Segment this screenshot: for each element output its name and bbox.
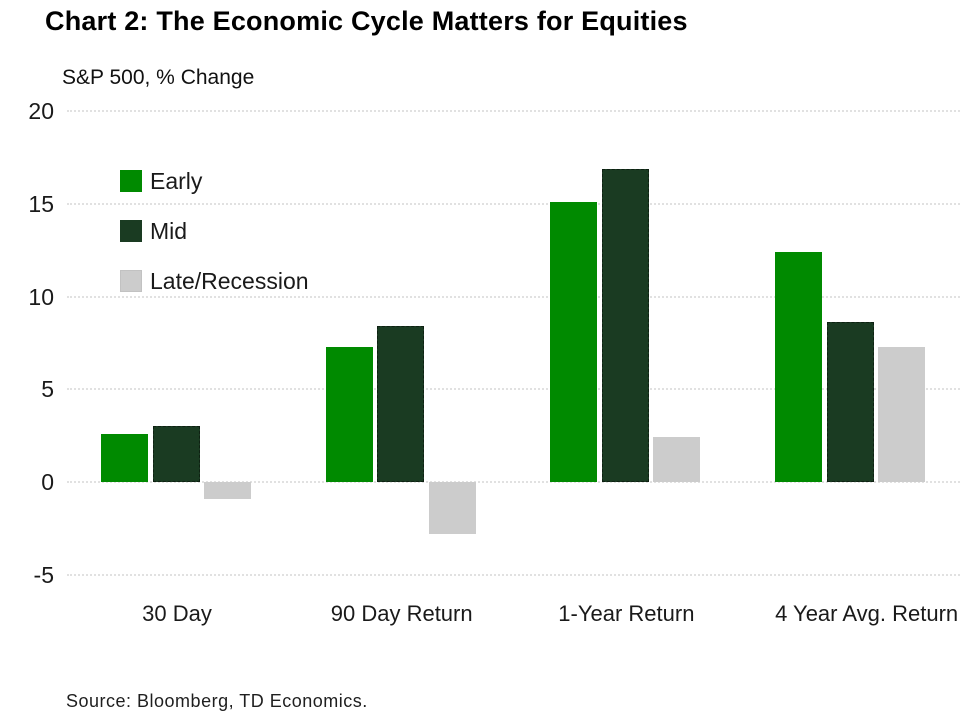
gridline <box>67 573 960 576</box>
chart-title: Chart 2: The Economic Cycle Matters for … <box>45 6 688 36</box>
bar-early-30-day <box>101 433 148 482</box>
bar-early-1-year-return <box>550 201 598 482</box>
legend-color-swatch-early <box>120 170 142 192</box>
source-note: Source: Bloomberg, TD Economics. <box>66 691 368 711</box>
gridline <box>67 481 960 483</box>
bar-mid-1-year-return <box>601 168 649 482</box>
legend-label-late-recession: Late/Recession <box>150 268 309 294</box>
legend-color-swatch-late-recession <box>120 270 142 292</box>
legend-label-early: Early <box>150 168 203 194</box>
bar-late-recession-90-day-return <box>428 482 476 534</box>
bar-late-recession-4-year-avg-return <box>878 346 926 482</box>
y-axis-tick-label: 15 <box>28 190 54 217</box>
bar-late-recession-30-day <box>204 482 251 499</box>
x-axis-category-label: 4 Year Avg. Return <box>775 601 959 626</box>
y-axis-tick-label: 5 <box>41 376 54 403</box>
gridline <box>67 202 960 205</box>
y-axis-tick-label: -5 <box>33 561 54 588</box>
legend-label-mid: Mid <box>150 218 188 244</box>
x-axis-category-label: 90 Day Return <box>330 601 473 626</box>
bar-mid-4-year-avg-return <box>826 322 874 482</box>
y-axis-tick-label: 20 <box>28 98 54 124</box>
bar-mid-90-day-return <box>377 326 425 482</box>
legend-color-swatch-mid <box>120 220 142 242</box>
x-axis-category-label: 30 Day <box>142 601 212 626</box>
gridline <box>67 295 960 298</box>
y-axis-tick-label: 0 <box>41 469 54 495</box>
bar-late-recession-1-year-return <box>653 437 701 482</box>
bar-early-4-year-avg-return <box>775 251 823 482</box>
y-axis-unit-label: S&P 500, % Change <box>62 66 255 89</box>
bar-mid-30-day <box>152 426 200 482</box>
bar-early-90-day-return <box>325 346 373 482</box>
gridline <box>67 110 960 112</box>
y-axis-tick-label: 10 <box>28 283 54 310</box>
x-axis-category-label: 1-Year Return <box>558 601 695 626</box>
gridline <box>67 388 960 391</box>
